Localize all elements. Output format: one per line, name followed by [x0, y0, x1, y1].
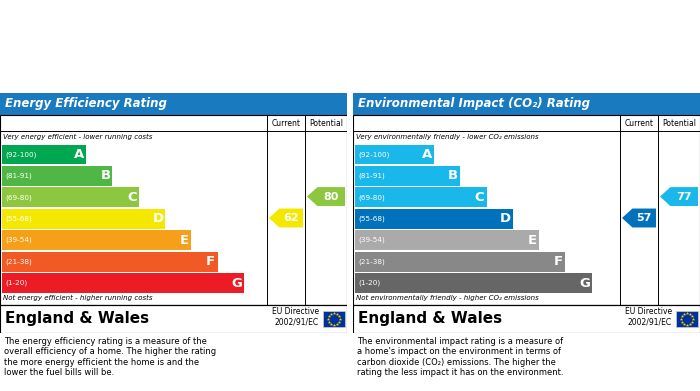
Bar: [355, 166, 460, 186]
Text: Potential: Potential: [662, 118, 696, 127]
Text: A: A: [422, 148, 432, 161]
Text: G: G: [580, 276, 590, 290]
Bar: [0, 305, 347, 333]
Text: (81-91): (81-91): [5, 173, 32, 179]
Polygon shape: [269, 208, 303, 228]
Bar: [355, 252, 566, 272]
Text: England & Wales: England & Wales: [358, 312, 502, 326]
Bar: [2, 273, 244, 293]
Bar: [2, 252, 218, 272]
Bar: [0, 115, 347, 305]
Polygon shape: [622, 208, 656, 228]
Text: 62: 62: [284, 213, 299, 223]
Text: (55-68): (55-68): [5, 215, 32, 222]
Polygon shape: [307, 187, 345, 206]
Text: (39-54): (39-54): [5, 237, 32, 244]
Text: E: E: [528, 234, 537, 247]
Bar: [2, 230, 191, 250]
Text: EU Directive
2002/91/EC: EU Directive 2002/91/EC: [625, 307, 672, 327]
Polygon shape: [660, 187, 698, 206]
Text: (81-91): (81-91): [358, 173, 385, 179]
Text: B: B: [100, 169, 111, 182]
Text: Energy Efficiency Rating: Energy Efficiency Rating: [5, 97, 167, 111]
Text: F: F: [554, 255, 563, 268]
Bar: [0, 93, 347, 115]
Text: England & Wales: England & Wales: [5, 312, 149, 326]
Text: (1-20): (1-20): [358, 280, 380, 286]
Text: G: G: [232, 276, 242, 290]
Text: F: F: [206, 255, 215, 268]
Text: 80: 80: [323, 192, 339, 202]
Text: E: E: [180, 234, 189, 247]
Text: (1-20): (1-20): [5, 280, 27, 286]
Text: (21-38): (21-38): [358, 258, 385, 265]
Bar: [355, 209, 513, 229]
Text: Potential: Potential: [309, 118, 343, 127]
Bar: [355, 230, 539, 250]
Bar: [2, 209, 165, 229]
Text: (69-80): (69-80): [358, 194, 385, 201]
Text: (92-100): (92-100): [5, 151, 36, 158]
Bar: [2, 145, 86, 165]
Bar: [323, 311, 345, 327]
Text: C: C: [127, 191, 136, 204]
Text: B: B: [448, 169, 458, 182]
Text: Very environmentally friendly - lower CO₂ emissions: Very environmentally friendly - lower CO…: [356, 134, 538, 140]
Text: D: D: [153, 212, 164, 225]
Text: Very energy efficient - lower running costs: Very energy efficient - lower running co…: [3, 134, 153, 140]
Bar: [2, 187, 139, 207]
Text: EU Directive
2002/91/EC: EU Directive 2002/91/EC: [272, 307, 319, 327]
Text: 77: 77: [676, 192, 692, 202]
Text: Current: Current: [624, 118, 654, 127]
Text: (55-68): (55-68): [358, 215, 385, 222]
Bar: [2, 166, 113, 186]
Text: The environmental impact rating is a measure of
a home's impact on the environme: The environmental impact rating is a mea…: [357, 337, 564, 377]
Text: C: C: [475, 191, 484, 204]
Bar: [676, 311, 698, 327]
Text: Not environmentally friendly - higher CO₂ emissions: Not environmentally friendly - higher CO…: [356, 295, 539, 301]
Text: Not energy efficient - higher running costs: Not energy efficient - higher running co…: [3, 295, 153, 301]
Text: D: D: [500, 212, 512, 225]
Text: (21-38): (21-38): [5, 258, 32, 265]
Text: The energy efficiency rating is a measure of the
overall efficiency of a home. T: The energy efficiency rating is a measur…: [4, 337, 216, 377]
Text: Current: Current: [272, 118, 300, 127]
Bar: [353, 305, 700, 333]
Bar: [355, 145, 434, 165]
Bar: [353, 115, 700, 305]
Bar: [353, 93, 700, 115]
Bar: [355, 273, 592, 293]
Text: (92-100): (92-100): [358, 151, 389, 158]
Bar: [355, 187, 486, 207]
Text: (39-54): (39-54): [358, 237, 385, 244]
Text: A: A: [74, 148, 84, 161]
Text: 57: 57: [636, 213, 652, 223]
Text: (69-80): (69-80): [5, 194, 32, 201]
Text: Environmental Impact (CO₂) Rating: Environmental Impact (CO₂) Rating: [358, 97, 590, 111]
